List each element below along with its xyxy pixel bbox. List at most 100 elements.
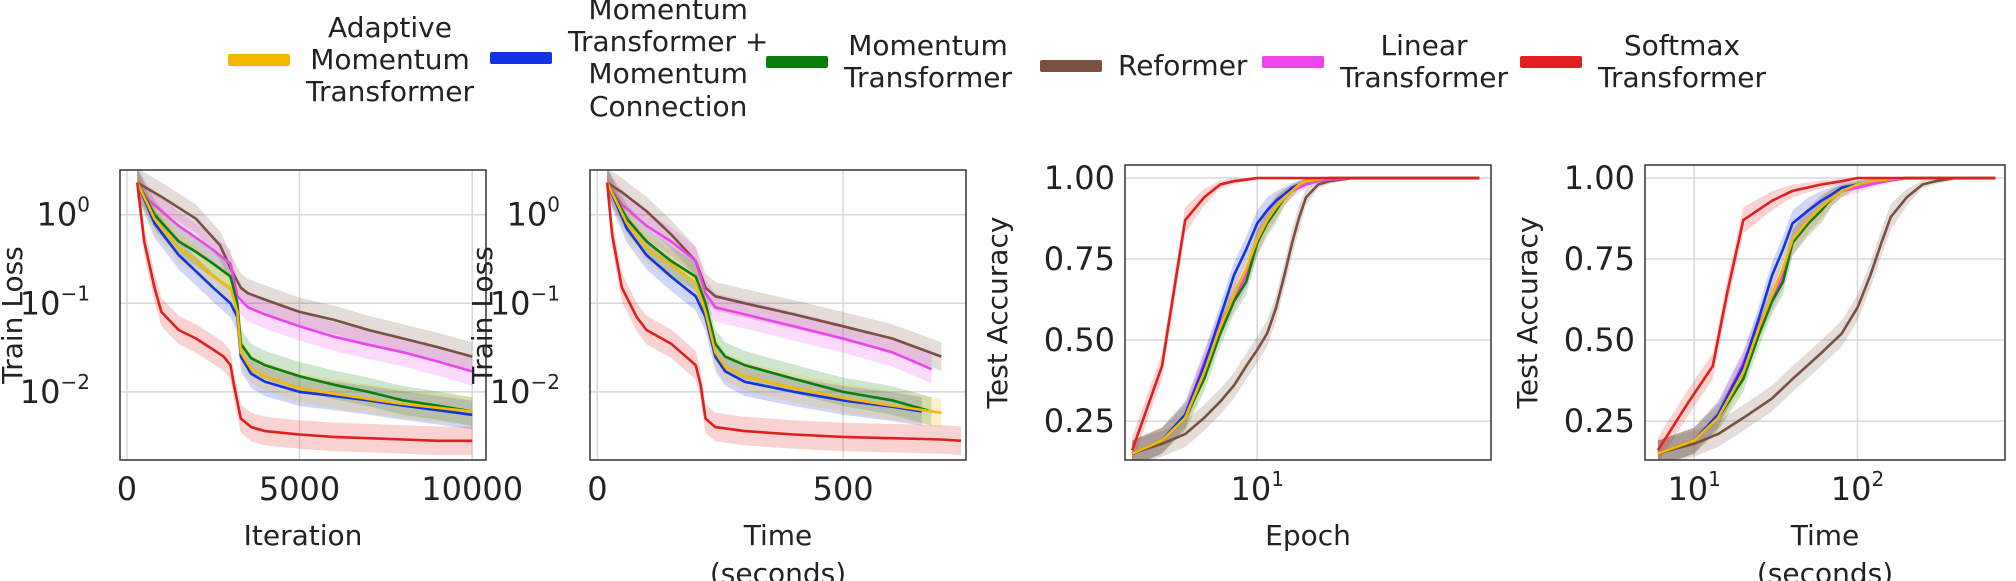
tick-exponent: −2 [61, 370, 90, 394]
chart-svg: 101 1020.250.500.751.00Time(seconds)Test … [1511, 159, 2006, 581]
x-tick-label: 101 [1230, 467, 1283, 508]
y-tick-label: 0.50 [1564, 321, 1635, 359]
y-tick-label: 10−2 [490, 370, 560, 411]
tick-base: 10 [20, 284, 61, 322]
legend-item: Momentum Transformer + Momentum Connection [490, 0, 768, 123]
legend-label-line: Transformer [306, 75, 475, 109]
legend-item: Momentum Transformer [766, 29, 1012, 94]
x-tick-label: 500 [813, 470, 874, 508]
series-band [137, 170, 473, 456]
grid [1645, 165, 2005, 460]
series-band [137, 170, 473, 430]
y-tick-label: 0.75 [1564, 240, 1635, 278]
tick-exponent: −1 [61, 281, 90, 305]
chart-svg: 101 0.25 0.50 0.75 1.00 Epoch Test Accuracy [981, 159, 1492, 552]
x-tick-label: 0 [117, 470, 137, 508]
plot-frame [119, 169, 487, 461]
series-line [1656, 176, 1996, 451]
tick-base: 10 [490, 284, 531, 322]
legend: Adaptive Momentum Transformer Momentum Trans… [0, 0, 2016, 150]
train-loss-vs-iteration-chart: 0 5000 10000 10−2 10−1 100 Iteration Train Loss [0, 150, 523, 581]
x-axis-label: Iteration [244, 519, 363, 552]
data-area [605, 170, 962, 456]
x-tick-label: 10000 [421, 470, 523, 508]
tick-base: 10 [1831, 470, 1872, 508]
legend-label-line: Softmax [1623, 29, 1741, 62]
legend-label-line: Momentum [588, 57, 748, 91]
data-area [1656, 176, 1996, 460]
legend-label: Softmax Transformer [1598, 29, 1767, 95]
y-axis-label: Test Accuracy [981, 217, 1014, 410]
series-line [606, 181, 942, 358]
series-line [606, 182, 932, 413]
y-tick-label: 0.75 [1044, 240, 1115, 278]
legend-label-line: Momentum [310, 43, 470, 77]
legend-label: Reformer [1118, 49, 1248, 82]
legend-item: Reformer [1040, 49, 1248, 82]
tick-exponent: 1 [1708, 467, 1721, 491]
grid [590, 170, 966, 460]
series-band [137, 170, 473, 426]
series-band [137, 170, 473, 371]
tick-base: 10 [490, 373, 531, 411]
y-tick-label: 0.25 [1044, 402, 1115, 440]
x-axis-label: Time [743, 519, 813, 552]
x-axis-label: (seconds) [1757, 557, 1893, 581]
series-line [136, 181, 473, 358]
series-line [136, 182, 473, 373]
series-line [1130, 176, 1480, 451]
legend-swatch [766, 56, 828, 69]
series-line [136, 182, 473, 443]
x-tick-label: 101 [1667, 467, 1720, 508]
tick-exponent: 1 [1271, 467, 1284, 491]
tick-base: 10 [1230, 470, 1271, 508]
series-band [137, 170, 473, 386]
y-tick-label: 0.25 [1564, 402, 1635, 440]
legend-swatch [1040, 60, 1102, 73]
series-band [607, 170, 932, 384]
series-band [1657, 178, 1996, 460]
series-band [607, 170, 932, 426]
series-band [1132, 178, 1480, 460]
tick-exponent: −2 [531, 370, 560, 394]
x-axis-label: (seconds) [710, 557, 846, 581]
legend-label-line: Reformer [1118, 49, 1248, 82]
legend-label: Momentum Transformer [844, 29, 1012, 94]
tick-exponent: −1 [531, 281, 560, 305]
legend-label-line: Momentum [848, 29, 1008, 62]
series-band [1657, 178, 1996, 460]
legend-label: Momentum Transformer + Momentum Connection [568, 0, 768, 123]
tick-exponent: 2 [1871, 467, 1884, 491]
series-line [136, 182, 473, 413]
legend-label: Adaptive Momentum Transformer [306, 11, 475, 109]
series-line [136, 182, 473, 413]
y-tick-label: 10−1 [20, 281, 90, 322]
series-band [1132, 178, 1480, 460]
y-tick-label: 1.00 [1044, 159, 1115, 197]
y-tick-label: 10−1 [490, 281, 560, 322]
series-band [607, 170, 962, 456]
legend-label-line: Connection [588, 89, 748, 123]
series-line [606, 181, 933, 371]
legend-swatch [490, 52, 552, 65]
y-tick-label: 10−2 [20, 370, 90, 411]
series-band [1132, 178, 1480, 460]
x-axis-label: Time [1790, 519, 1860, 552]
test-accuracy-vs-time-chart: 101 102 0.25 0.50 0.75 1.00 Time (seconds) Test … [1511, 150, 2015, 581]
tick-base: 10 [1667, 470, 1708, 508]
series-band [607, 170, 942, 371]
plot-frame [589, 169, 967, 461]
y-axis-label: Test Accuracy [1511, 217, 1544, 410]
legend-swatch [228, 54, 290, 67]
y-axis-label: Train Loss [466, 246, 499, 385]
legend-label-line: Transformer [1598, 61, 1767, 95]
y-axis-label: Train Loss [0, 246, 29, 385]
legend-label: Linear Transformer [1340, 29, 1508, 94]
plot-frame [1644, 164, 2006, 461]
legend-swatch [1520, 56, 1582, 69]
legend-label-line: Momentum [588, 0, 748, 26]
legend-label-line: Transformer + [568, 25, 769, 59]
series-line [1657, 176, 1996, 455]
